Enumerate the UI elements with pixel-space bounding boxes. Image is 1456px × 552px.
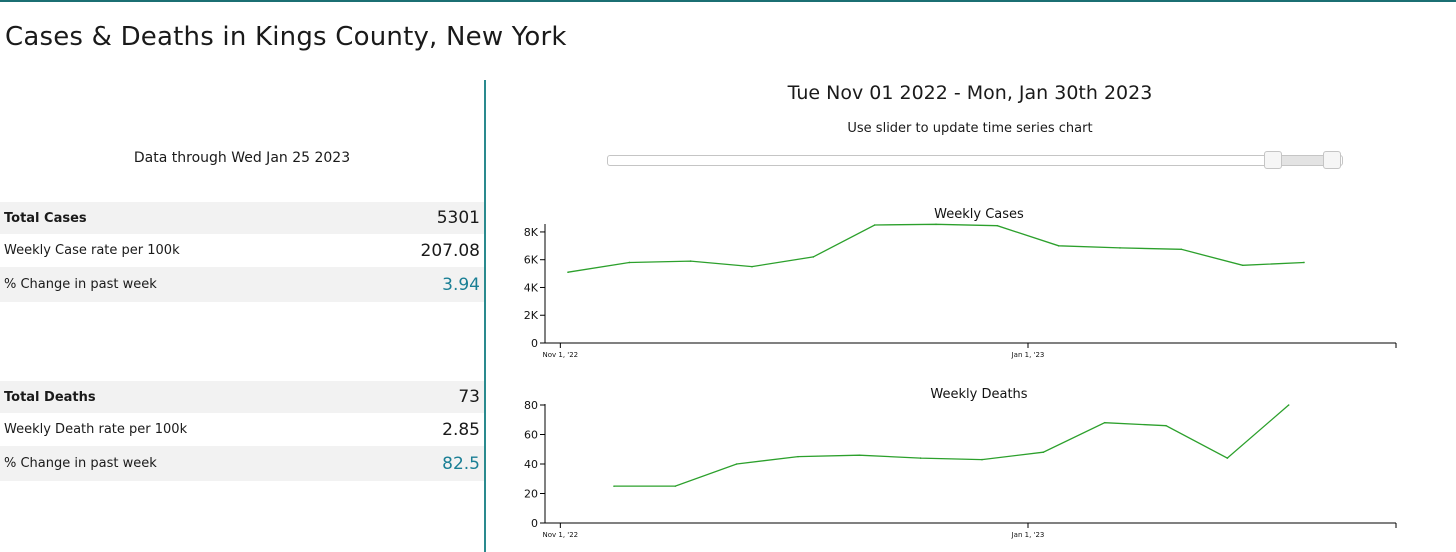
- data-through-date: Data through Wed Jan 25 2023: [133, 150, 351, 166]
- deaths-data-point: [858, 454, 861, 456]
- stat-label: Total Cases: [4, 210, 87, 226]
- stat-row-weekly-death-rate: Weekly Death rate per 100k 2.85: [0, 413, 484, 446]
- cases-data-point: [996, 224, 999, 227]
- date-range-label: Tue Nov 01 2022 - Mon, Jan 30th 2023: [787, 82, 1153, 104]
- deaths-data-point: [613, 485, 615, 487]
- stat-label: % Change in past week: [4, 456, 157, 471]
- deaths-y-tick-label: 60: [524, 429, 538, 442]
- stat-value: 82.5: [442, 453, 480, 474]
- cases-series-line: [567, 223, 1305, 273]
- panel-divider: [484, 80, 486, 552]
- cases-y-tick-label: 6K: [524, 254, 539, 267]
- slider-hint: Use slider to update time series chart: [847, 121, 1093, 136]
- deaths-series-line: [614, 404, 1290, 487]
- deaths-data-point: [797, 455, 799, 458]
- deaths-data-point: [1226, 457, 1229, 459]
- deaths-x-tick-label: Jan 1, '23: [1011, 531, 1045, 539]
- slider-selected-range: [1274, 156, 1333, 165]
- slider-handle-end[interactable]: [1322, 151, 1341, 169]
- slider-handle-start[interactable]: [1264, 151, 1283, 169]
- stat-value: 2.85: [442, 419, 480, 440]
- stat-value: 207.08: [420, 240, 480, 261]
- cases-data-point: [1057, 245, 1060, 247]
- cases-y-tick-label: 8K: [524, 226, 539, 239]
- deaths-y-tick-label: 40: [524, 458, 538, 471]
- deaths-x-tick-label: Nov 1, '22: [543, 531, 579, 539]
- cases-y-tick-label: 4K: [524, 281, 539, 294]
- stat-row-total-cases: Total Cases 5301: [0, 202, 484, 234]
- cases-data-point: [628, 261, 631, 264]
- stat-label: Weekly Case rate per 100k: [4, 243, 180, 258]
- stat-row-total-deaths: Total Deaths 73: [0, 381, 484, 413]
- cases-data-point: [812, 256, 815, 258]
- cases-data-point: [1180, 248, 1183, 251]
- cases-x-tick-label: Jan 1, '23: [1011, 351, 1045, 359]
- stat-label: % Change in past week: [4, 277, 157, 292]
- deaths-title: Weekly Deaths: [930, 387, 1027, 402]
- cases-data-point: [689, 260, 692, 262]
- weekly-deaths-chart: Weekly Deaths 0 20 40 60 80 Nov 1, '22 Jan 1, '…: [524, 387, 1397, 539]
- stat-value: 73: [458, 387, 480, 407]
- cases-data-point: [935, 223, 937, 226]
- deaths-data-point: [674, 485, 677, 487]
- top-accent-line: [0, 0, 1456, 2]
- deaths-data-point: [1103, 421, 1106, 424]
- deaths-data-point: [981, 458, 983, 461]
- cases-y-tick-label: 2K: [524, 309, 539, 322]
- stat-value: 3.94: [442, 274, 480, 295]
- cases-stats-table: Total Cases 5301 Weekly Case rate per 10…: [0, 202, 484, 302]
- stat-label: Total Deaths: [4, 389, 96, 405]
- deaths-data-point: [1042, 451, 1045, 453]
- page-title: Cases & Deaths in Kings County, New York: [5, 22, 567, 52]
- cases-data-point: [567, 271, 569, 273]
- cases-y-tick-label: 0: [531, 337, 538, 350]
- deaths-data-point: [1165, 424, 1167, 427]
- stat-row-weekly-case-rate: Weekly Case rate per 100k 207.08: [0, 234, 484, 267]
- deaths-y-tick-label: 80: [524, 399, 538, 412]
- deaths-stats-table: Total Deaths 73 Weekly Death rate per 10…: [0, 381, 484, 481]
- stat-row-death-change: % Change in past week 82.5: [0, 446, 484, 481]
- cases-x-tick-label: Nov 1, '22: [543, 351, 579, 359]
- cases-data-point: [873, 224, 876, 226]
- deaths-data-point: [735, 463, 738, 465]
- cases-data-point: [1119, 247, 1121, 249]
- cases-data-point: [1241, 264, 1244, 267]
- deaths-y-tick-label: 20: [524, 488, 538, 501]
- cases-title: Weekly Cases: [934, 207, 1024, 222]
- deaths-data-point: [919, 457, 922, 459]
- cases-data-point: [751, 265, 753, 268]
- date-range-slider[interactable]: [607, 155, 1343, 166]
- deaths-y-tick-label: 0: [531, 517, 538, 530]
- stat-value: 5301: [436, 208, 480, 228]
- cases-data-point: [1303, 261, 1305, 264]
- stat-label: Weekly Death rate per 100k: [4, 422, 188, 437]
- stat-row-case-change: % Change in past week 3.94: [0, 267, 484, 302]
- deaths-data-point: [1287, 404, 1290, 406]
- weekly-cases-chart: Weekly Cases 0 2K 4K 6K 8K Nov 1, '22 Jan 1, '2…: [524, 207, 1397, 359]
